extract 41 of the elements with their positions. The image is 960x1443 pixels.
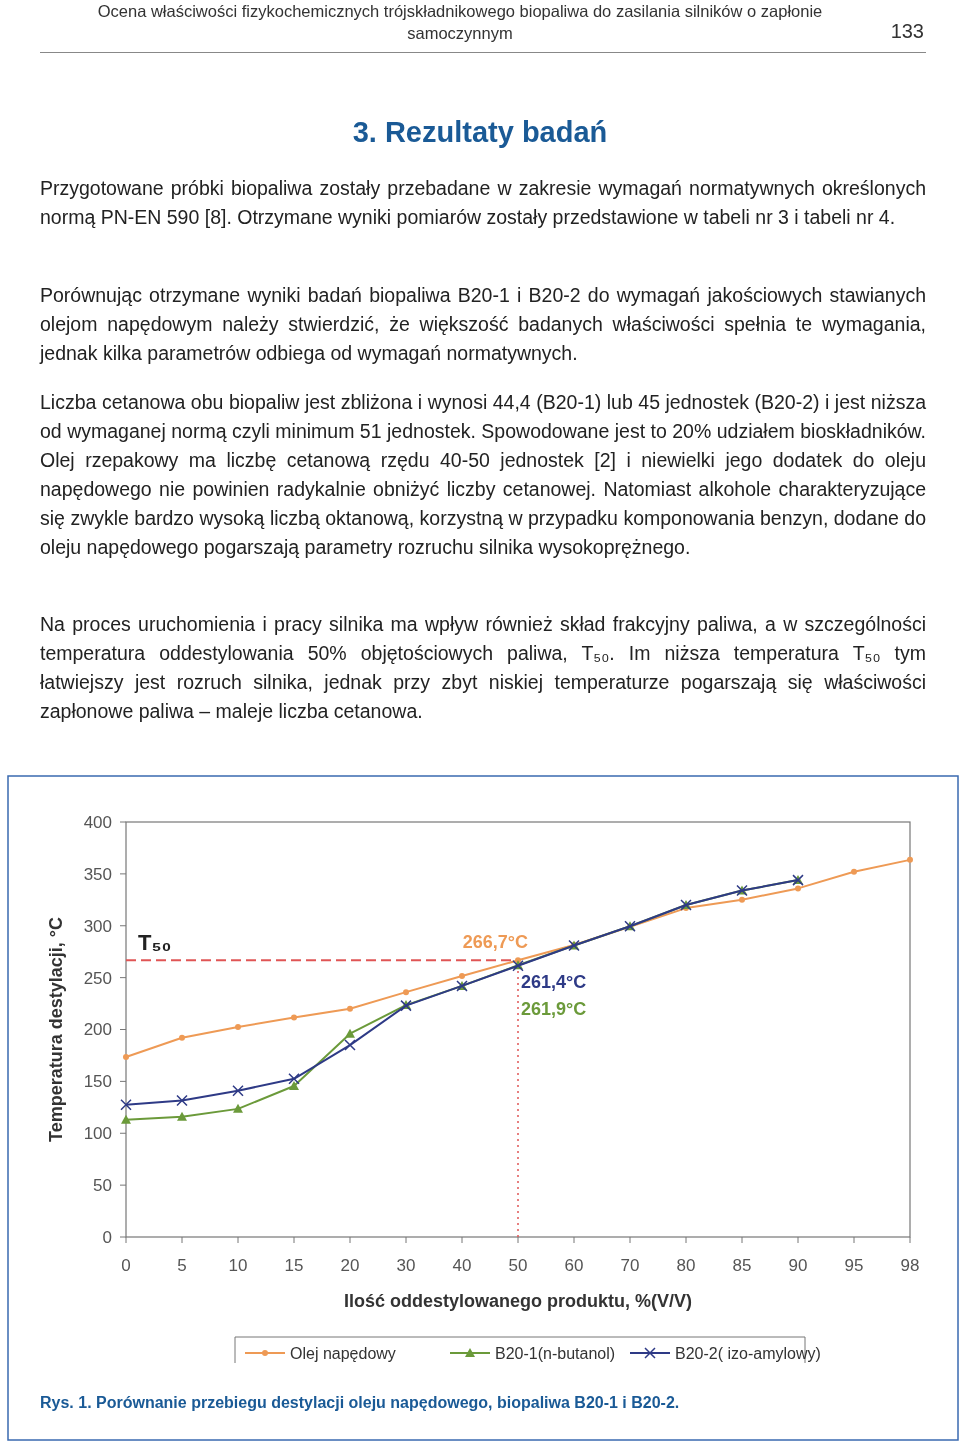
x-tick-label: 50 — [508, 1256, 528, 1275]
text: Przygotowane próbki biopaliwa zostały przebadane w zakresie wymagań normatywnych określonych normą PN-EN 590 [8]. Otrzymane wyniki pomiarów zostały przedstawione w tabeli nr 3 i tabeli nr 4. — [40, 176, 926, 230]
y-tick-label: 0 — [102, 1227, 112, 1247]
x-tick-label: 95 — [844, 1256, 864, 1275]
x-tick-label: 15 — [284, 1256, 304, 1275]
x-tick-label: 30 — [396, 1256, 416, 1275]
x-tick-label: 20 — [340, 1256, 360, 1275]
annotation: 261,4°C — [521, 971, 587, 992]
annotation: 266,7°C — [462, 932, 528, 953]
text: Ocena właściwości fizykochemicznych trójskładnikowego biopaliwa do zasilania silników o zapłonie samoczynnym — [96, 1, 824, 44]
x-tick-label: 70 — [620, 1256, 640, 1275]
x-tick-label: 40 — [452, 1256, 472, 1275]
ref-line-label: T₅₀ — [138, 930, 172, 956]
legend-label: Olej napędowy — [290, 1344, 396, 1362]
y-tick-label: 300 — [83, 916, 112, 936]
text: Rys. 1. Porównanie przebiegu destylacji oleju napędowego, biopaliwa B20-1 i B20-2. — [40, 1394, 680, 1411]
y-tick-label: 250 — [83, 968, 112, 988]
x-tick-label: 85 — [732, 1256, 752, 1275]
x-tick-label: 10 — [228, 1256, 248, 1275]
x-axis-title: Ilość oddestylowanego produktu, %(V/V) — [343, 1291, 693, 1311]
text: 3. Rezultaty badań — [351, 116, 609, 149]
annotation: 261,9°C — [521, 999, 587, 1020]
x-tick-label: 98 — [900, 1256, 920, 1275]
x-tick-label: 60 — [564, 1256, 584, 1275]
text: Porównując otrzymane wyniki badań biopaliwa B20-1 i B20-2 do wymagań jakościowych stawianych olejom napędowym należy stwierdzić, że większość badanych właściwości spełnia te wymagania, jednak kilka parametrów odbiega od wymagań normatywnych. — [40, 283, 926, 366]
x-tick-label: 80 — [676, 1256, 696, 1275]
y-tick-label: 200 — [83, 1020, 112, 1040]
text: Liczba cetanowa obu biopaliw jest zbliżona i wynosi 44,4 (B20-1) lub 45 jednostek (B20-2) i jest niższa od wymaganej normą czyli minimum 51 jednostek. Spowodowane jest to 20% udziałem bioskładników. Olej rzepakowy ma liczbę cetanową rzędu 40-50 jednostek [2] i niewielki jego dodatek do oleju napędowego nie powinien radykalnie obniżyć liczby cetanowej. Natomiast alkohole charakteryzujące się zwykle bardzo wysoką liczbą oktanową, korzystną w przypadku komponowania benzyn, dodane do oleju napędowego pogarszają parametry rozruchu silnika wysokoprężnego. — [40, 390, 926, 560]
x-tick-label: 5 — [177, 1256, 187, 1275]
legend-label: B20-1(n-butanol) — [495, 1344, 616, 1362]
legend-label: B20-2( izo-amylowy) — [675, 1344, 821, 1362]
y-tick-label: 50 — [93, 1176, 112, 1196]
y-tick-label: 150 — [83, 1072, 112, 1092]
y-tick-label: 400 — [83, 812, 112, 832]
y-tick-label: 350 — [83, 864, 112, 884]
text: Na proces uruchomienia i pracy silnika ma wpływ również skład frakcyjny paliwa, a w szczególności temperatura oddestylowania 50% objętościowych paliwa, T₅₀. Im niższa temperatura T₅₀ tym łatwiejszy jest rozruch silnika, jednak przy zbyt niskiej temperaturze pogarszają się właściwości zapłonowe paliwa – maleje liczba cetanowa. — [40, 612, 926, 724]
y-axis-title: Temperatura destylacji, °C — [46, 917, 66, 1142]
x-tick-label: 0 — [121, 1256, 131, 1275]
text: 133 — [890, 20, 924, 43]
x-tick-label: 90 — [788, 1256, 808, 1275]
y-tick-label: 100 — [83, 1124, 112, 1144]
